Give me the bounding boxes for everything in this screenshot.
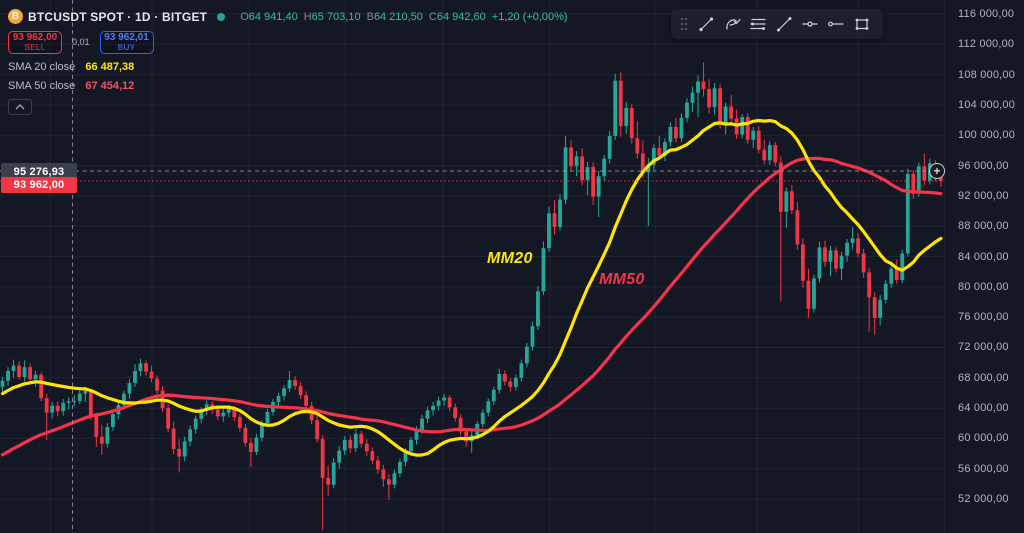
sma20-label: SMA 20 close [8, 61, 76, 73]
close-label: C [428, 10, 437, 23]
indicator-row-sma20[interactable]: SMA 20 close 66 487,38 [8, 61, 568, 73]
spread-value: 0,01 [72, 37, 90, 47]
symbol-title[interactable]: BTCUSDT SPOT · 1D · BITGET [28, 9, 208, 24]
pair-logo-icon: B [8, 9, 23, 24]
sell-label: SELL [24, 43, 46, 52]
sma20-value: 66 487,38 [85, 61, 135, 73]
crosshair-price-label: 95 276,93 [1, 163, 77, 180]
price-axis-tick: 52 000,00 [958, 493, 1009, 505]
indicator-row-sma50[interactable]: SMA 50 close 67 454,12 [8, 80, 568, 92]
price-axis-tick: 100 000,00 [958, 129, 1016, 141]
toolbar-drag-handle[interactable] [677, 11, 691, 37]
market-status-dot-icon [217, 12, 226, 21]
sma50-label: SMA 50 close [8, 80, 76, 92]
price-axis-tick: 84 000,00 [958, 251, 1009, 263]
price-axis-tick: 88 000,00 [958, 220, 1009, 232]
price-axis-tick: 72 000,00 [958, 341, 1009, 353]
sma20-line [0, 118, 943, 457]
buy-label: BUY [117, 43, 136, 52]
close-value: 64 942,60 [436, 10, 486, 23]
chart-legend: B BTCUSDT SPOT · 1D · BITGET O64 941,40 H… [8, 8, 568, 115]
candlestick-chart[interactable] [0, 0, 944, 533]
ohlc-readout: O64 941,40 H65 703,10 B64 210,50 C64 942,60… [234, 11, 567, 23]
price-axis-tick: 116 000,00 [958, 8, 1015, 20]
price-axis-tick: 112 000,00 [958, 38, 1015, 50]
price-axis-tick: 92 000,00 [958, 190, 1009, 202]
parallel-lines-tool-icon[interactable] [745, 11, 771, 37]
buy-button[interactable]: 93 962,01 BUY [99, 30, 154, 54]
last-price-label: 93 962,00 [1, 177, 77, 193]
brush-tool-icon[interactable] [719, 11, 745, 37]
sma50-line [0, 156, 943, 457]
price-axis-tick: 104 000,00 [958, 99, 1016, 111]
price-axis-tick: 68 000,00 [958, 372, 1009, 384]
high-label: H [303, 10, 312, 23]
open-label: O [240, 10, 249, 23]
sma50-value: 67 454,12 [85, 80, 135, 92]
rectangle-tool-icon[interactable] [849, 11, 875, 37]
low-value: 64 210,50 [373, 10, 423, 23]
add-alert-button[interactable]: + [929, 163, 945, 179]
sell-price: 93 962,00 [12, 32, 58, 43]
price-axis-tick: 80 000,00 [958, 281, 1009, 293]
price-line-tool-icon[interactable] [797, 11, 823, 37]
mm20-text-annotation[interactable]: MM20 [487, 250, 533, 267]
price-axis-tick: 64 000,00 [958, 402, 1009, 414]
drawing-toolbar [671, 9, 883, 39]
sell-button[interactable]: 93 962,00 SELL [8, 30, 62, 54]
open-value: 64 941,40 [248, 10, 298, 23]
horizontal-ray-tool-icon[interactable] [823, 11, 849, 37]
high-value: 65 703,10 [311, 10, 361, 23]
buy-price: 93 962,01 [104, 32, 149, 43]
price-axis-tick: 108 000,00 [958, 69, 1016, 81]
trend-line-tool-icon[interactable] [693, 11, 719, 37]
mm50-text-annotation[interactable]: MM50 [599, 271, 645, 288]
collapse-legend-button[interactable] [8, 99, 32, 115]
price-axis[interactable]: 116 000,00 112 000,00 108 000,00 104 000,00… [944, 0, 1024, 533]
low-label: B [366, 10, 374, 23]
trend-line-2-tool-icon[interactable] [771, 11, 797, 37]
price-axis-tick: 76 000,00 [958, 311, 1009, 323]
price-axis-tick: 60 000,00 [958, 432, 1009, 444]
price-axis-tick: 56 000,00 [958, 463, 1009, 475]
price-axis-tick: 96 000,00 [958, 160, 1009, 172]
change-value: +1,20 (+0,00%) [491, 10, 568, 23]
